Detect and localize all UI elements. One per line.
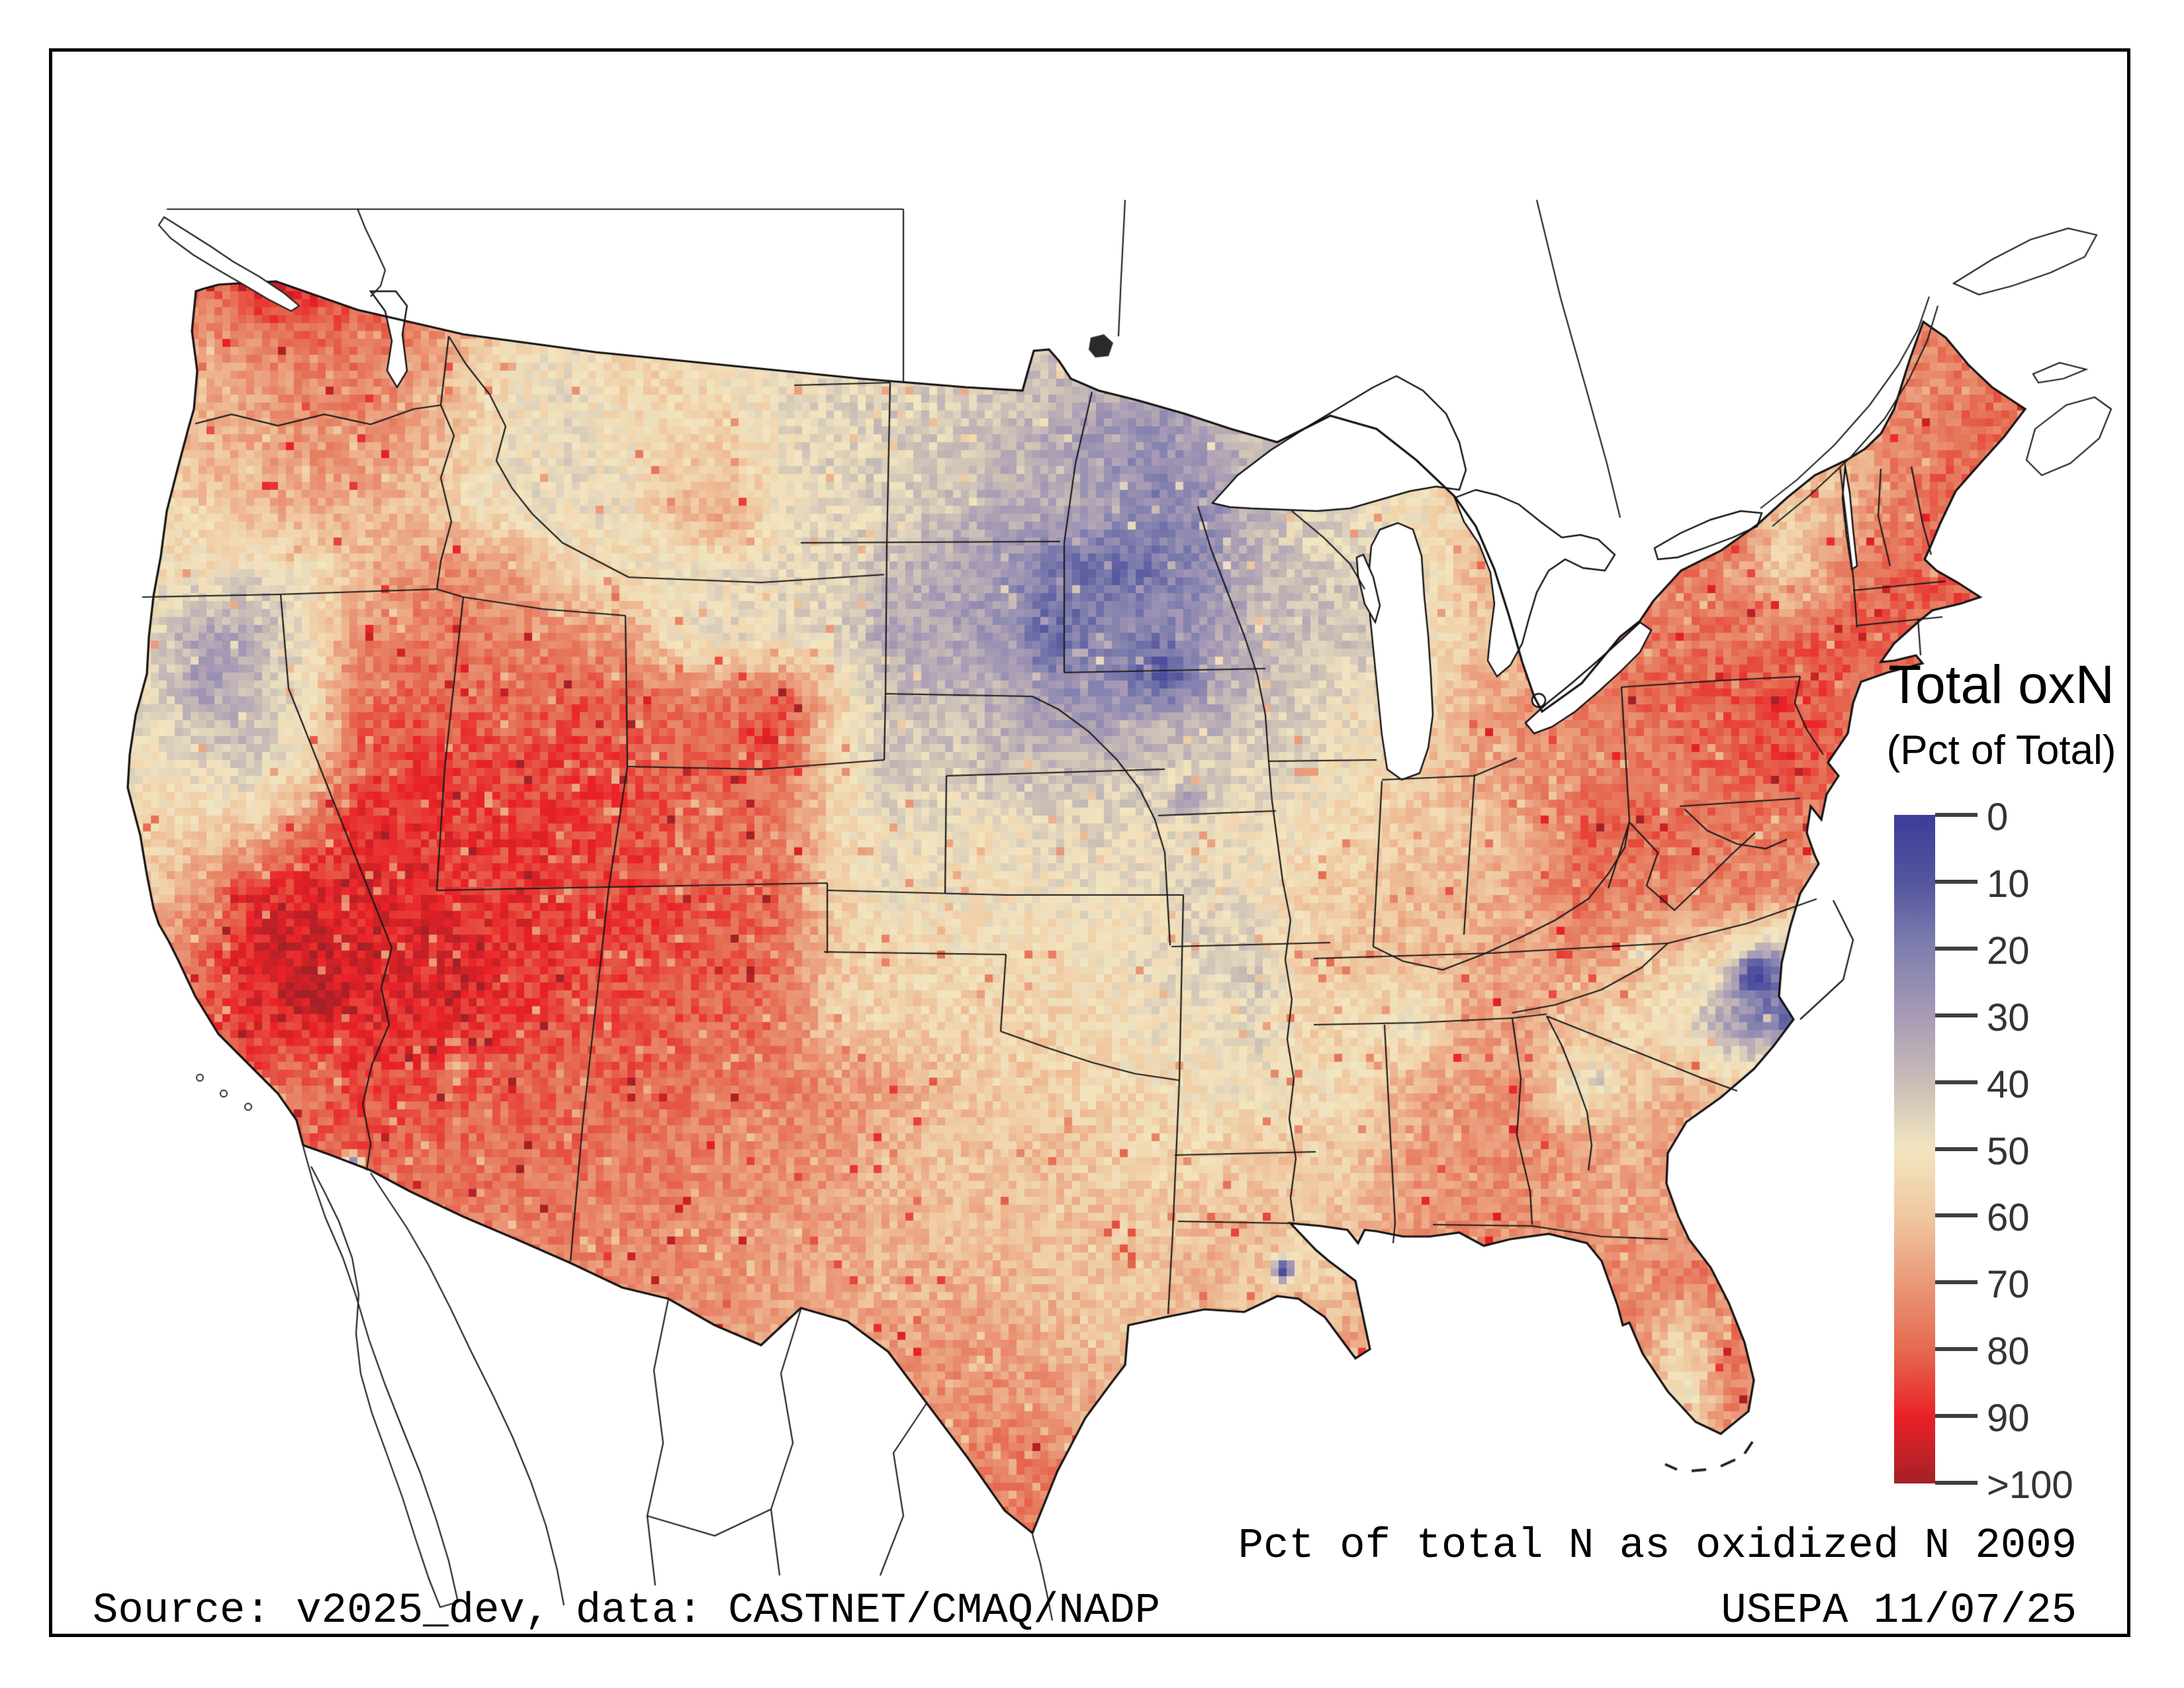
tick-label: 30 — [1987, 996, 2030, 1039]
tick-mark — [1935, 1080, 1978, 1084]
tick-label: 10 — [1987, 862, 2030, 906]
legend-subtitle: (Pct of Total) — [1886, 727, 2116, 773]
tick-label: 20 — [1987, 929, 2030, 972]
tick-mark — [1935, 1147, 1978, 1151]
tick-mark — [1935, 1414, 1978, 1419]
tick-mark — [1935, 1013, 1978, 1017]
tick-label: 40 — [1987, 1062, 2030, 1106]
tick-label: 90 — [1987, 1397, 2030, 1440]
tick-label: 80 — [1987, 1330, 2030, 1374]
tick-mark — [1935, 1481, 1978, 1485]
map-caption: Pct of total N as oxidized N 2009 — [1238, 1523, 2077, 1570]
tick-label: 70 — [1987, 1263, 2030, 1307]
tick-label: 60 — [1987, 1196, 2030, 1240]
tick-mark — [1935, 1347, 1978, 1352]
tick-label: >100 — [1987, 1464, 2073, 1507]
agency-credit: USEPA 11/07/25 — [1721, 1587, 2077, 1635]
legend-colorbar — [1894, 815, 1935, 1483]
tick-mark — [1935, 946, 1978, 951]
tick-label: 50 — [1987, 1129, 2030, 1173]
plot-frame — [49, 48, 2130, 1637]
tick-mark — [1935, 813, 1978, 817]
legend-title: Total oxN — [1888, 655, 2115, 715]
tick-mark — [1935, 1280, 1978, 1285]
legend-ticks: 0 10 20 30 40 50 60 70 80 90 >100 — [1894, 796, 2119, 1507]
tick-label: 0 — [1987, 796, 2009, 839]
tick-mark — [1935, 1213, 1978, 1218]
tick-mark — [1935, 879, 1978, 884]
data-source: Source: v2025_dev, data: CASTNET/CMAQ/NA… — [93, 1587, 1161, 1635]
